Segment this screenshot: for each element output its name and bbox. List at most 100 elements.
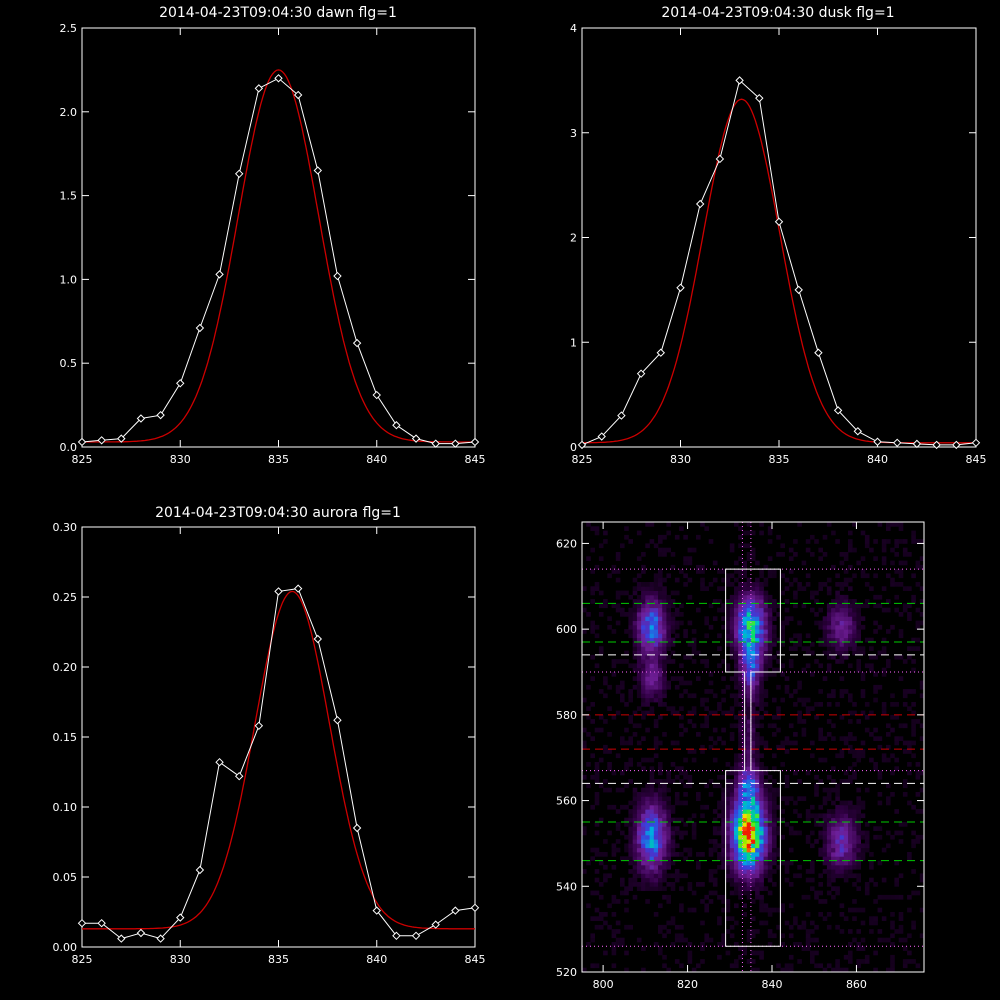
heatmap-cell [666,817,671,823]
heatmap-cell [780,642,785,647]
heatmap-cell [670,942,676,947]
heatmap-cell [750,873,756,879]
heatmap-cell [717,607,722,613]
heatmap-cell [615,809,621,814]
heatmap-cell [632,869,638,874]
heatmap-cell [784,620,790,626]
heatmap-cell [746,817,752,823]
heatmap-cell [658,534,663,540]
heatmap-cell [615,942,621,947]
heatmap-cell [814,599,819,604]
heatmap-cell [662,612,667,617]
heatmap-cell [658,624,663,630]
heatmap-cell [721,689,726,694]
heatmap-cell [615,620,621,626]
heatmap-cell [772,869,777,874]
heatmap-cell [632,642,638,647]
heatmap-cell [818,663,823,669]
heatmap-cell [755,762,760,767]
heatmap-cell [729,624,735,630]
heatmap-cell [839,676,845,681]
heatmap-cell [586,762,591,767]
heatmap-cell [734,723,739,729]
heatmap-cell [746,616,752,621]
heatmap-cell [759,830,764,836]
heatmap-cell [848,736,853,741]
observed-point [853,427,863,436]
heatmap-cell [864,822,870,827]
heatmap-cell [658,646,663,651]
heatmap-cell [788,830,794,836]
heatmap-cell [911,804,916,810]
heatmap-cell [746,770,752,776]
heatmap-cell [780,740,785,746]
heatmap-cell [691,642,697,647]
heatmap-cell [767,792,773,797]
heatmap-cell [755,629,760,634]
heatmap-cell [843,817,849,823]
heatmap-cell [852,774,857,780]
heatmap-cell [742,573,747,579]
heatmap-cell [852,612,857,617]
heatmap-cell [611,770,617,776]
fit-curve [582,98,976,444]
heatmap-cell [810,552,815,557]
heatmap-cell [662,663,667,669]
heatmap-cell [755,792,760,797]
heatmap-cell [856,822,861,827]
heatmap-cell [679,706,684,711]
heatmap-cell [658,860,663,866]
heatmap-cell [848,817,853,823]
heatmap-cell [873,539,878,544]
observed-point [195,865,205,875]
heatmap-cell [641,967,646,973]
heatmap-cell [679,834,684,840]
heatmap-cell [729,766,735,771]
heatmap-cell [687,749,693,754]
heatmap-cell [611,659,617,664]
heatmap-cell [772,839,777,844]
heatmap-cell [759,813,764,819]
heatmap-cell [712,809,718,814]
observed-point [411,434,421,443]
heatmap-cell [763,800,769,806]
heatmap-cell [746,522,752,527]
heatmap-cell [704,903,709,909]
heatmap-cell [886,526,891,531]
heatmap-cell [653,869,659,874]
heatmap-cell [881,753,887,759]
heatmap-cell [826,629,832,634]
heatmap-cell [767,933,773,939]
heatmap-cell [763,607,769,613]
heatmap-cell [797,582,802,587]
heatmap-cell [662,796,667,801]
heatmap-cell [801,586,807,591]
heatmap-cell [826,834,832,840]
heatmap-cell [641,856,646,861]
heatmap-cell [624,950,629,956]
heatmap-cell [767,603,773,609]
heatmap-cell [759,689,764,694]
heatmap-cell [590,847,595,853]
heatmap-cell [856,620,861,626]
heatmap-cell [628,860,633,866]
heatmap-cell [590,620,595,626]
heatmap-cell [835,629,840,634]
heatmap-cell [772,779,777,784]
heatmap-cell [674,933,680,939]
heatmap-cell [911,667,916,673]
heatmap-cell [628,693,633,699]
heatmap-cell [607,706,612,711]
heatmap-cell [746,873,752,879]
heatmap-cell [649,796,655,801]
heatmap-cell [915,770,921,776]
heatmap-cell [843,864,849,870]
heatmap-cell [721,817,726,823]
heatmap-cell [839,624,845,630]
heatmap-cell [674,877,680,883]
heatmap-cell [852,629,857,634]
heatmap-cell [746,864,752,870]
heatmap-cell [653,659,659,664]
heatmap-cell [615,710,621,716]
heatmap-cell [607,624,612,630]
